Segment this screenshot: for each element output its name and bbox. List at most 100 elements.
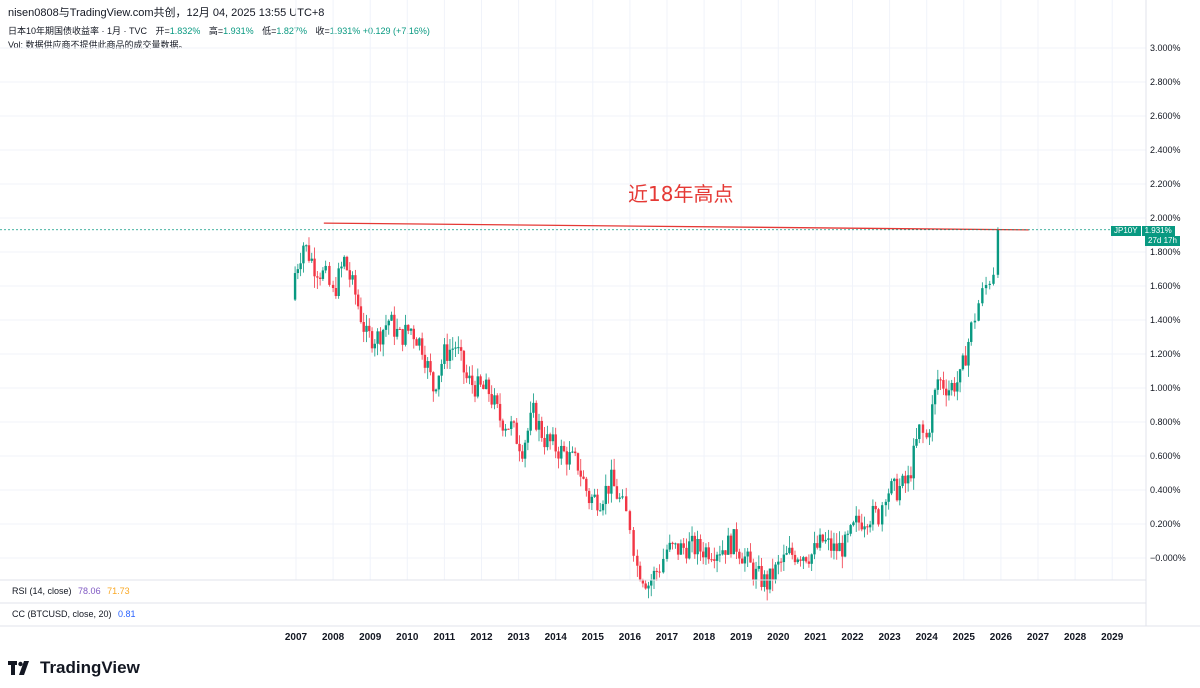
candle-body [310, 258, 313, 261]
x-tick-label: 2014 [545, 632, 568, 643]
x-tick-label: 2011 [434, 632, 456, 643]
share-caption: nisen0808与TradingView.com共创，12月 04, 2025… [8, 7, 325, 19]
symbol-name[interactable]: 日本10年期国债收益率 · 1月 · TVC [8, 26, 148, 36]
candle-body [507, 428, 510, 430]
candle-body [582, 476, 585, 479]
candle-body [718, 554, 722, 556]
candle-body [356, 294, 360, 307]
candle-body [707, 547, 710, 560]
y-tick-label: 1.800% [1150, 247, 1181, 257]
candle-body [445, 344, 449, 361]
candle-body [852, 522, 855, 526]
candle-body [679, 543, 683, 555]
candle-body [487, 379, 491, 395]
candle-body [590, 496, 594, 504]
candle-body [548, 434, 552, 442]
candle-body [964, 355, 967, 366]
candle-body [857, 515, 861, 523]
candle-body [973, 320, 977, 323]
candle-body [843, 534, 847, 557]
candle-body [354, 275, 357, 295]
candle-body [457, 347, 460, 349]
candle-body [947, 390, 951, 396]
close-label: 收= [315, 26, 330, 36]
candle-body [562, 445, 566, 452]
candle-body [473, 385, 477, 397]
candle-body [618, 497, 621, 499]
candle-body [942, 380, 945, 389]
x-tick-label: 2028 [1064, 632, 1087, 643]
candle-body [432, 372, 435, 392]
candle-body [484, 379, 488, 390]
y-tick-label: 1.400% [1150, 315, 1181, 325]
cc-legend[interactable]: CC (BTCUSD, close, 20) 0.81 [12, 609, 136, 619]
brand-name: TradingView [40, 658, 140, 677]
y-tick-label: 0.400% [1150, 485, 1181, 495]
candle-body [305, 245, 308, 247]
candle-body [936, 379, 940, 390]
candle-body [793, 554, 797, 563]
candle-body [688, 541, 691, 559]
candle-body [604, 485, 607, 505]
candle-body [334, 288, 338, 297]
candle-body [647, 585, 650, 589]
candle-body [690, 535, 694, 542]
candle-body [381, 329, 385, 345]
candle-body [420, 338, 424, 355]
candle-body [841, 542, 844, 557]
price-tag: JP10Y 1.931% [1111, 226, 1175, 236]
candle-body [909, 475, 913, 479]
candle-body [887, 493, 890, 502]
candle-body [468, 375, 471, 379]
candle-body [893, 478, 896, 482]
change-value: +0.129 (+7.16%) [362, 26, 430, 36]
candle-body [612, 469, 616, 487]
candle-body [571, 451, 574, 453]
candle-body [931, 404, 934, 433]
candle-body [579, 470, 582, 477]
candle-body [921, 424, 925, 433]
candle-body [912, 445, 915, 479]
candle-body [293, 273, 297, 300]
candle-body [557, 451, 560, 459]
candle-body [652, 570, 656, 581]
candle-body [658, 571, 661, 573]
candle-body [898, 485, 902, 501]
candle-body [738, 551, 741, 559]
candle-body [560, 445, 563, 459]
tradingview-logo[interactable]: TradingView [8, 658, 140, 678]
candle-body [331, 284, 335, 289]
candle-body [956, 382, 959, 392]
candle-body [928, 432, 931, 438]
candle-body [740, 558, 744, 564]
candle-body [713, 559, 716, 561]
y-tick-label: 2.200% [1150, 179, 1181, 189]
candle-body [715, 554, 719, 561]
rsi-value: 78.06 [78, 586, 101, 596]
candle-body [493, 395, 496, 405]
candle-body [732, 529, 735, 555]
x-tick-label: 2007 [285, 632, 308, 643]
candle-body [504, 428, 507, 431]
candle-body [774, 564, 777, 580]
candle-body [362, 322, 365, 332]
candle-body [984, 284, 988, 289]
x-tick-label: 2009 [359, 632, 382, 643]
price-tag-symbol: JP10Y [1111, 226, 1142, 236]
low-value: 1.827% [276, 26, 307, 36]
candle-body [345, 256, 349, 271]
high-value: 1.931% [223, 26, 254, 36]
candle-body [832, 543, 836, 551]
candle-body [448, 349, 452, 361]
rsi-legend[interactable]: RSI (14, close) 78.06 71.73 [12, 586, 130, 596]
chart-grid [0, 0, 1146, 580]
candle-body [958, 369, 962, 383]
candle-body [624, 496, 628, 512]
x-tick-label: 2025 [953, 632, 976, 643]
candle-body [409, 328, 413, 331]
rsi-ma-value: 71.73 [107, 586, 130, 596]
x-tick-label: 2018 [693, 632, 716, 643]
candle-body [384, 325, 388, 330]
y-tick-label: 1.200% [1150, 349, 1181, 359]
